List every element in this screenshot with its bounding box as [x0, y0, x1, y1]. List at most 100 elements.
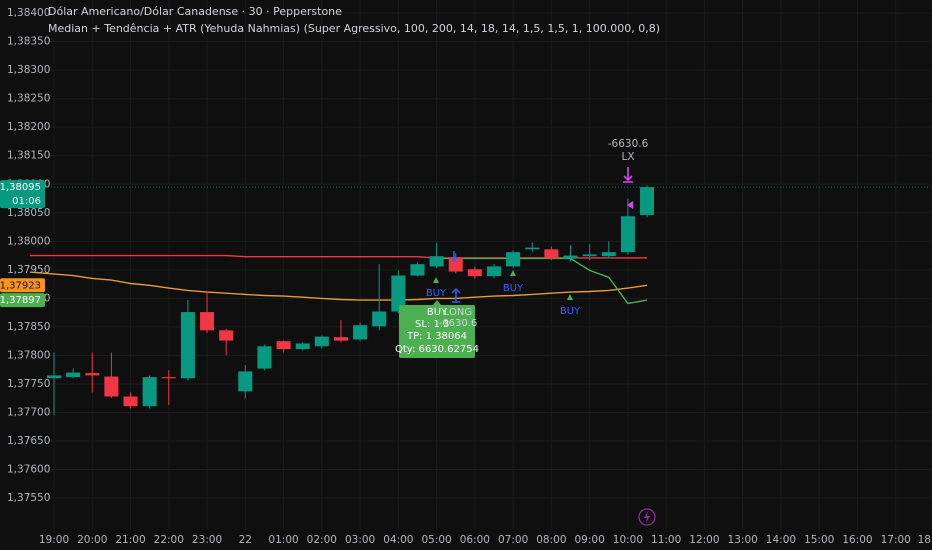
order-box-pointer — [433, 300, 441, 305]
alert-icon-bolt — [644, 511, 650, 523]
y-tick-label: 1,38300 — [7, 64, 50, 76]
x-tick-label: 01:00 — [268, 534, 298, 546]
x-tick-label: 02:00 — [307, 534, 337, 546]
x-tick-label: 06:00 — [460, 534, 490, 546]
candle-body — [200, 312, 215, 331]
indicator-line — [29, 271, 648, 301]
candle-body — [123, 396, 138, 407]
price-tag-label: 1,38095 — [0, 182, 41, 193]
y-tick-label: 1,38150 — [7, 150, 50, 162]
x-tick-label: 04:00 — [383, 534, 413, 546]
buy-label: BUY — [426, 288, 447, 299]
exit-arrow — [623, 167, 633, 183]
y-tick-label: 1,38350 — [7, 36, 50, 48]
candle-body — [525, 247, 540, 250]
candle-body — [506, 252, 521, 267]
x-tick-label: 08:00 — [536, 534, 566, 546]
candle-body — [486, 266, 501, 277]
exit-label: LX — [621, 151, 634, 163]
alert-icon[interactable] — [638, 508, 656, 526]
x-tick-label: 11:00 — [651, 534, 681, 546]
x-tick-label: 15:00 — [804, 534, 834, 546]
y-tick-label: 1,38000 — [7, 235, 50, 247]
x-tick-label: 17:00 — [881, 534, 911, 546]
buy-label: BUY — [503, 283, 524, 294]
entry-arrow-down — [450, 251, 458, 263]
tag-layer: 1,38095 01:06 1,37923 1,37897 — [0, 180, 45, 308]
x-tick-label: 18 — [918, 534, 931, 546]
x-tick-label: 16:00 — [842, 534, 872, 546]
y-tick-label: 1,37950 — [7, 264, 50, 276]
buy-triangle — [510, 270, 516, 276]
candle-body — [353, 325, 368, 340]
candle-body — [161, 377, 176, 379]
order-side: BUY — [427, 307, 448, 318]
order-qty: Qty: 6630.62754 — [395, 344, 479, 355]
price-tag — [0, 180, 45, 209]
x-tick-label: 22:00 — [154, 534, 184, 546]
candle-body — [601, 252, 616, 257]
price-tag-label: 1,37897 — [0, 295, 41, 306]
y-tick-label: 1,37550 — [7, 492, 50, 504]
candle-body — [582, 254, 597, 257]
candle-body — [391, 275, 406, 312]
order-sl: SL: 1.3 — [415, 319, 449, 330]
candle-body — [429, 256, 444, 267]
y-tick-label: 1,38200 — [7, 121, 50, 133]
candle-body — [66, 372, 81, 378]
candle-body — [314, 336, 329, 347]
candle-body — [640, 187, 655, 216]
y-tick-label: 1,38250 — [7, 93, 50, 105]
candle-layer — [47, 185, 655, 416]
candle-body — [295, 343, 310, 350]
price-tag — [0, 278, 45, 293]
y-tick-label: 1,38050 — [7, 207, 50, 219]
candle-body — [104, 376, 119, 397]
x-tick-label: 07:00 — [498, 534, 528, 546]
y-tick-label: 1,37700 — [7, 406, 50, 418]
x-tick-label: 03:00 — [345, 534, 375, 546]
buy-triangle — [433, 277, 439, 283]
x-tick-label: 19:00 — [39, 534, 69, 546]
candle-body — [142, 377, 157, 407]
x-tick-label: 20:00 — [77, 534, 107, 546]
order-tp: TP: 1.38064 — [406, 331, 467, 342]
label-layer: Dólar Americano/Dólar Canadense · 30 · P… — [48, 5, 660, 526]
y-tick-label: 1,38400 — [7, 7, 50, 19]
candle-body — [276, 341, 291, 350]
exit-pnl: -6630.6 — [608, 138, 649, 150]
x-tick-label: 13:00 — [728, 534, 758, 546]
x-tick-label: 10:00 — [613, 534, 643, 546]
x-tick-label: 12:00 — [689, 534, 719, 546]
candle-body — [85, 373, 100, 376]
candle-body — [333, 337, 348, 341]
x-tick-label: 22 — [239, 534, 252, 546]
buy-triangle — [567, 294, 573, 300]
x-tick-label: 23:00 — [192, 534, 222, 546]
candle-body — [219, 330, 234, 341]
candle-body — [410, 264, 425, 276]
price-tag-label: 1,37923 — [0, 280, 41, 291]
x-tick-label: 09:00 — [575, 534, 605, 546]
y-tick-label: 1,37650 — [7, 435, 50, 447]
candle-body — [180, 312, 195, 379]
x-tick-label: 21:00 — [115, 534, 145, 546]
buy-label: BUY — [560, 306, 581, 317]
x-tick-label: 14:00 — [766, 534, 796, 546]
candle-body — [238, 371, 253, 392]
entry-arrow-up — [451, 287, 461, 303]
candle-body — [467, 269, 482, 277]
candle-body — [257, 346, 272, 369]
entry-label: LONG — [444, 307, 472, 318]
candle-body — [448, 257, 463, 272]
candle-body — [563, 255, 578, 259]
chart-title: Dólar Americano/Dólar Canadense · 30 · P… — [48, 5, 342, 18]
y-tick-label: 1,37800 — [7, 349, 50, 361]
candle-body — [372, 311, 387, 327]
y-tick-label: 1,37850 — [7, 321, 50, 333]
order-box — [399, 305, 475, 358]
y-tick-label: 1,37750 — [7, 378, 50, 390]
y-tick-label: 1,37600 — [7, 464, 50, 476]
